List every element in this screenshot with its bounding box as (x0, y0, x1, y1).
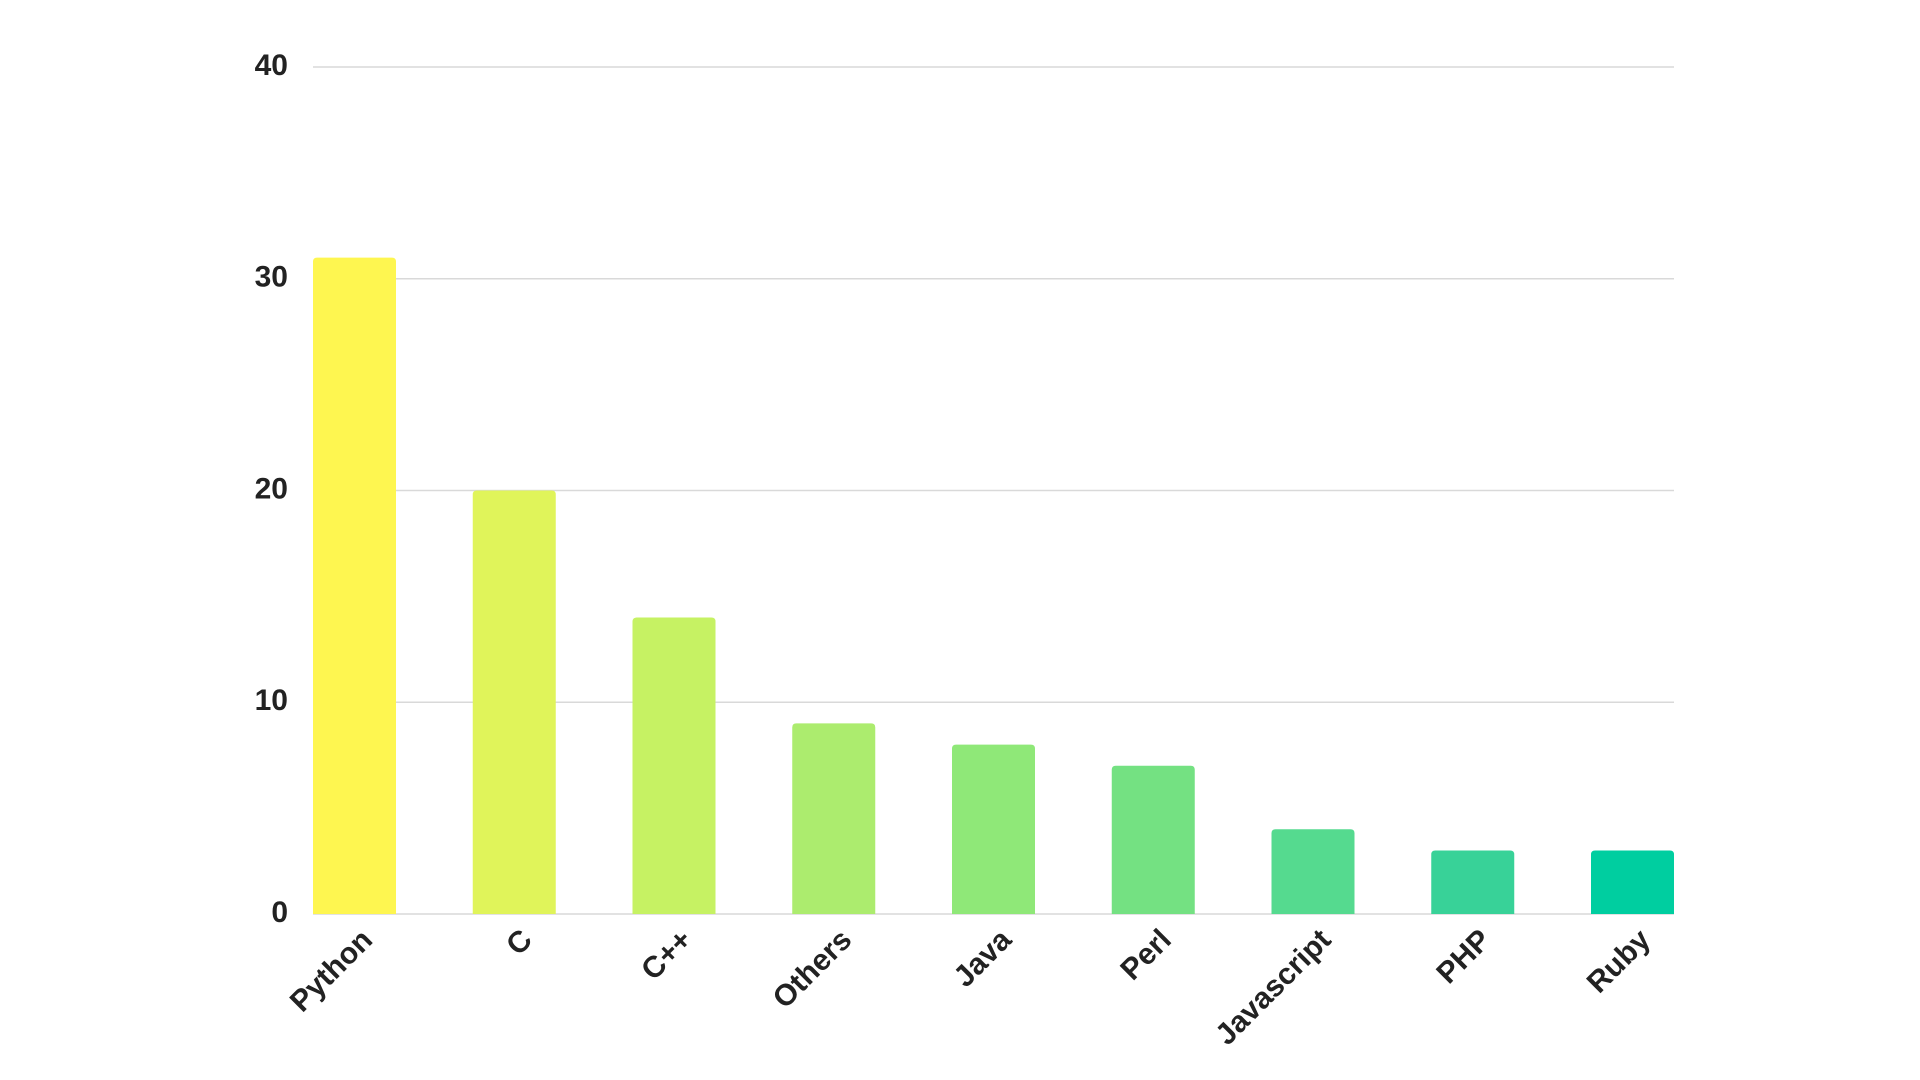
y-tick-label: 20 (255, 472, 288, 505)
x-tick-label: C (500, 923, 539, 962)
x-tick-label: Ruby (1581, 923, 1658, 1000)
bar (792, 723, 876, 914)
y-tick-label: 40 (255, 49, 288, 82)
y-tick-label: 10 (255, 684, 288, 717)
x-tick-label: Python (284, 923, 379, 1018)
x-tick-label: PHP (1430, 923, 1497, 990)
x-tick-label: Perl (1114, 923, 1177, 986)
bar (632, 617, 716, 914)
x-tick-label: C++ (635, 923, 698, 986)
y-tick-label: 0 (271, 896, 288, 929)
bar (1591, 850, 1674, 914)
bar (313, 257, 396, 914)
bar (1271, 829, 1355, 914)
bar (472, 490, 556, 914)
x-tick-label: Others (767, 923, 859, 1015)
bar (1431, 850, 1515, 914)
bar (952, 744, 1035, 914)
y-tick-label: 30 (255, 261, 288, 294)
x-tick-label: Javascript (1209, 923, 1337, 1051)
bar (1111, 765, 1195, 914)
x-tick-label: Java (948, 923, 1019, 994)
